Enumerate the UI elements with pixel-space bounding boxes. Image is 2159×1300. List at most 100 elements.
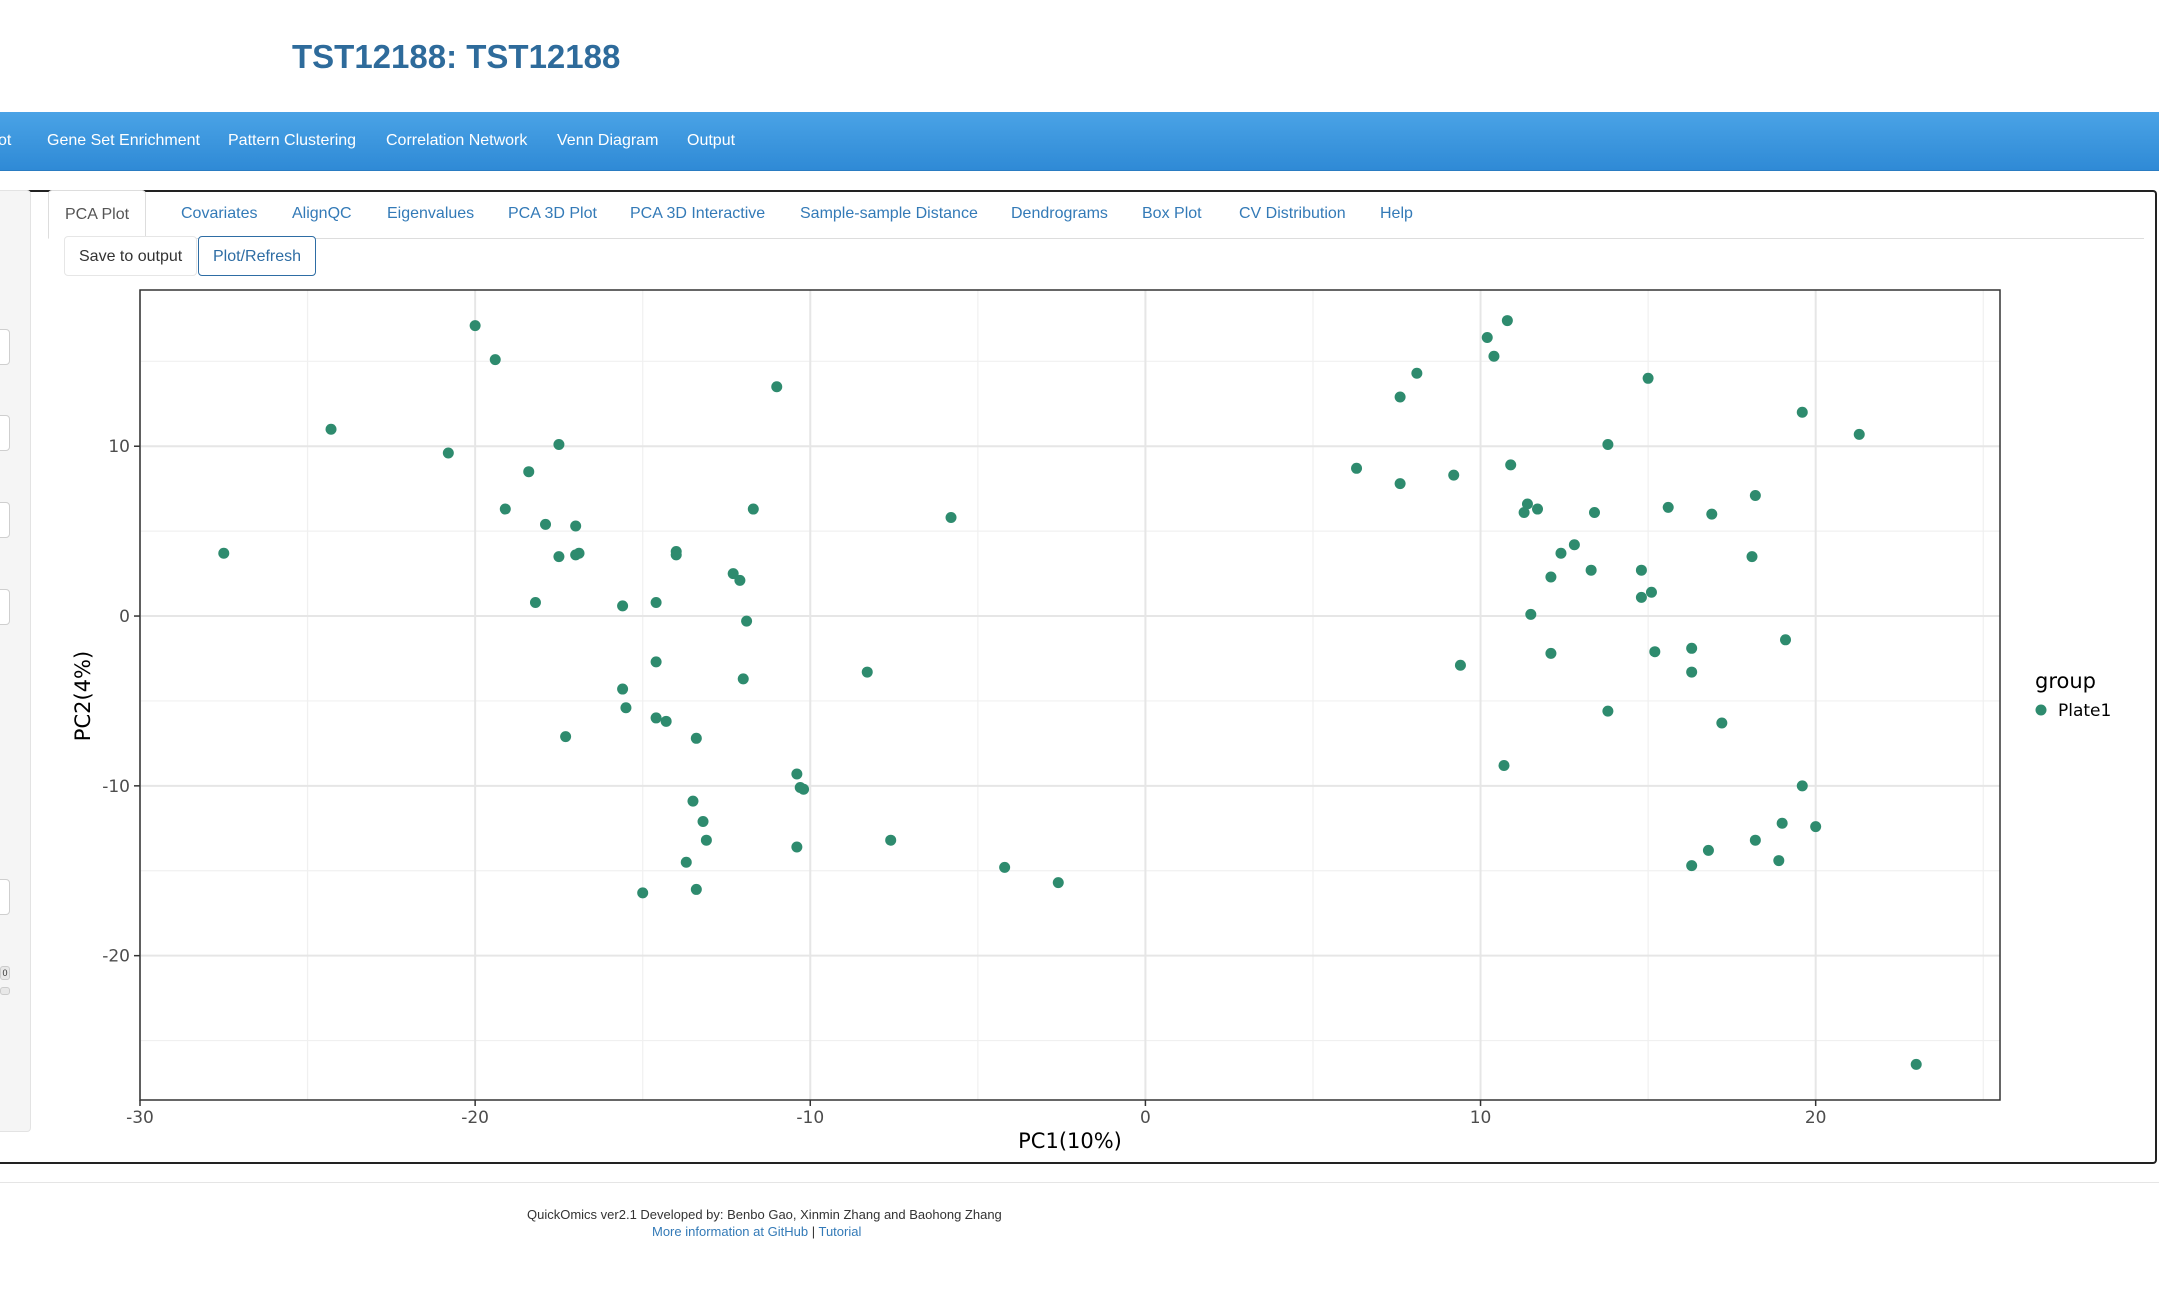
pca-scatter-chart: -30 -20 -10 0 10 20 -20 -10 0 10 PC1(10%) PC2(4%)…: [71, 289, 2111, 1153]
data-point: [1052, 877, 1064, 889]
data-point: [650, 656, 662, 668]
sidebar-input-5[interactable]: [0, 879, 10, 915]
data-point: [1448, 469, 1460, 481]
tab-covariates[interactable]: Covariates: [181, 205, 258, 222]
data-point: [1498, 759, 1510, 771]
data-point: [1780, 634, 1792, 646]
data-point: [489, 354, 501, 366]
data-point: [560, 731, 572, 743]
sidebar-slider-track[interactable]: [0, 987, 10, 995]
data-point: [1568, 539, 1580, 551]
data-point: [469, 320, 481, 332]
data-point: [1746, 551, 1758, 563]
data-point: [734, 574, 746, 586]
footer-credit: QuickOmics ver2.1 Developed by: Benbo Ga…: [527, 1207, 1002, 1222]
data-point: [1525, 608, 1537, 620]
tab-dendrograms[interactable]: Dendrograms: [1011, 205, 1108, 222]
data-point: [1642, 372, 1654, 384]
data-point: [999, 861, 1011, 873]
sidebar-input-1[interactable]: [0, 329, 10, 365]
data-point: [1545, 647, 1557, 659]
legend-title: group: [2035, 669, 2096, 693]
tutorial-link[interactable]: Tutorial: [818, 1224, 862, 1239]
x-tick-label: -20: [461, 1108, 489, 1128]
sidebar-input-2[interactable]: [0, 415, 10, 451]
data-point: [747, 503, 759, 515]
data-point: [1394, 391, 1406, 403]
tab-pca-3d-plot[interactable]: PCA 3D Plot: [508, 205, 597, 222]
tab-pca-3d-interactive[interactable]: PCA 3D Interactive: [630, 205, 766, 222]
save-to-output-button[interactable]: Save to output: [64, 236, 198, 276]
data-point: [1910, 1058, 1922, 1070]
nav-item-pattern-clustering[interactable]: Pattern Clustering: [228, 132, 357, 149]
tab-eigenvalues[interactable]: Eigenvalues: [387, 205, 475, 222]
data-point: [1588, 506, 1600, 518]
tab-pca-plot[interactable]: PCA Plot: [48, 190, 147, 239]
data-point: [573, 547, 585, 559]
data-point: [1518, 506, 1530, 518]
data-point: [680, 856, 692, 868]
data-point: [1853, 428, 1865, 440]
data-point: [499, 503, 511, 515]
y-tick-label: 0: [119, 607, 130, 627]
nav-item-pca-plot[interactable]: ot: [0, 132, 12, 149]
x-tick-label: -30: [126, 1108, 154, 1128]
data-point: [1749, 834, 1761, 846]
data-point: [325, 423, 337, 435]
tab-help[interactable]: Help: [1380, 205, 1413, 222]
nav-item-gene-set-enrichment[interactable]: Gene Set Enrichment: [47, 132, 200, 149]
sidebar-slider-value: 0: [0, 966, 10, 980]
data-point: [1776, 817, 1788, 829]
plot-refresh-button[interactable]: Plot/Refresh: [198, 236, 317, 276]
data-point: [523, 466, 535, 478]
data-point: [1706, 508, 1718, 520]
data-point: [1532, 503, 1544, 515]
x-tick-label: 10: [1470, 1108, 1492, 1128]
x-tick-label: 0: [1140, 1108, 1151, 1128]
y-tick-label: -20: [102, 947, 130, 967]
data-point: [687, 795, 699, 807]
data-point: [1749, 489, 1761, 501]
x-axis-label: PC1(10%): [1018, 1129, 1122, 1153]
data-point: [670, 549, 682, 561]
data-point: [1602, 705, 1614, 717]
sidebar-input-4[interactable]: [0, 589, 10, 625]
data-point: [1645, 586, 1657, 598]
nav-item-correlation-network[interactable]: Correlation Network: [386, 132, 528, 149]
data-point: [660, 715, 672, 727]
nav-item-venn-diagram[interactable]: Venn Diagram: [557, 132, 659, 149]
data-point: [637, 887, 649, 899]
data-point: [1394, 478, 1406, 490]
y-axis-label: PC2(4%): [71, 651, 95, 741]
data-point: [690, 883, 702, 895]
data-point: [529, 596, 541, 608]
data-point: [620, 702, 632, 714]
data-point: [1351, 462, 1363, 474]
data-point: [690, 732, 702, 744]
sidebar-input-3[interactable]: [0, 502, 10, 538]
data-point: [791, 768, 803, 780]
data-point: [1686, 642, 1698, 654]
tab-cv-distribution[interactable]: CV Distribution: [1239, 205, 1346, 222]
data-point: [741, 615, 753, 627]
data-point: [650, 712, 662, 724]
data-point: [1505, 459, 1517, 471]
tab-sample-sample-distance[interactable]: Sample-sample Distance: [800, 205, 978, 222]
data-point: [218, 547, 230, 559]
footer-divider: [0, 1182, 2159, 1183]
github-link[interactable]: More information at GitHub: [652, 1224, 809, 1239]
sidebar-panel: 0: [0, 190, 31, 1132]
plot-area: [140, 290, 2000, 1100]
data-point: [1796, 406, 1808, 418]
chart-axes: -30 -20 -10 0 10 20 -20 -10 0 10: [102, 289, 2001, 1128]
tab-box-plot[interactable]: Box Plot: [1142, 205, 1202, 222]
data-point: [1555, 547, 1567, 559]
tab-alignqc[interactable]: AlignQC: [292, 205, 352, 222]
data-point: [1716, 717, 1728, 729]
nav-item-output[interactable]: Output: [687, 132, 736, 149]
data-point: [1635, 564, 1647, 576]
data-point: [1501, 315, 1513, 327]
data-point: [1488, 350, 1500, 362]
data-point: [617, 600, 629, 612]
data-point: [1411, 367, 1423, 379]
